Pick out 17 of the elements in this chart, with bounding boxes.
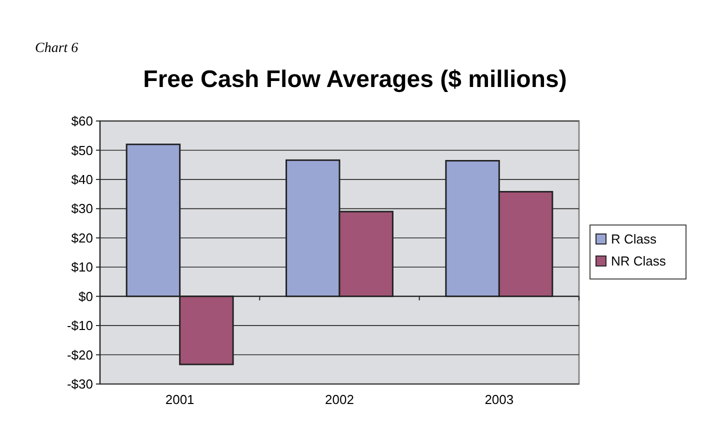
y-tick-label: -$20	[66, 347, 93, 362]
y-tick-label: $10	[71, 260, 93, 275]
y-tick-label: $40	[71, 172, 93, 187]
caption: Chart 6	[35, 41, 78, 56]
chart-title: Free Cash Flow Averages ($ millions)	[143, 66, 567, 93]
legend-label: R Class	[611, 232, 658, 247]
y-tick-label: $60	[71, 114, 93, 129]
x-tick-label: 2001	[165, 392, 194, 407]
y-tick-label: $0	[78, 288, 93, 304]
y-tick-label: -$30	[66, 376, 93, 392]
x-tick-label: 2002	[325, 392, 354, 407]
y-tick-label: $30	[71, 201, 93, 216]
y-tick-label: $20	[71, 230, 93, 246]
y-tick-label: $50	[71, 142, 93, 158]
x-tick-label: 2003	[484, 392, 514, 407]
y-tick-label: -$10	[66, 318, 93, 334]
legend-label: NR Class	[611, 254, 666, 269]
